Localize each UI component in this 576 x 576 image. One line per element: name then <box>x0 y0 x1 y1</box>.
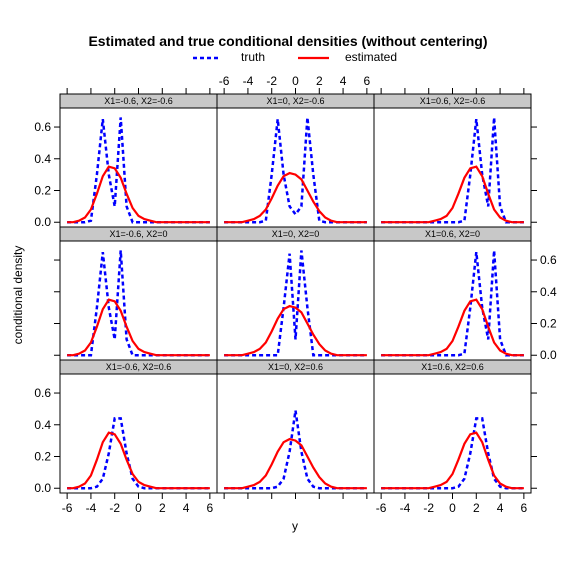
panel-strip-label: X1=0.6, X2=0.6 <box>421 362 484 372</box>
x-tick-label: 4 <box>497 501 504 515</box>
y-tick-label: 0.6 <box>540 253 557 267</box>
series-truth-line <box>224 117 367 224</box>
panel-frame <box>59 373 218 494</box>
panel: X1=0.6, X2=0.6 <box>373 359 532 494</box>
x-tick-label: 2 <box>316 74 323 88</box>
panel-frame <box>59 240 218 361</box>
legend-label-estimated: estimated <box>345 50 397 64</box>
x-tick-label: 0 <box>135 501 142 515</box>
x-tick-label: 6 <box>364 74 371 88</box>
x-tick-label: -2 <box>423 501 434 515</box>
panel-strip-label: X1=-0.6, X2=0.6 <box>106 362 172 372</box>
x-tick-label: -6 <box>376 501 387 515</box>
series-estimated-line <box>224 304 367 357</box>
series-estimated-line <box>67 431 210 490</box>
panel: X1=0, X2=0 <box>216 226 375 361</box>
x-tick-label: -2 <box>266 74 277 88</box>
panel-strip-label: X1=-0.6, X2=0 <box>109 229 167 239</box>
series-truth-line <box>224 250 367 357</box>
series-truth-line <box>381 417 524 490</box>
panel: X1=-0.6, X2=-0.6 <box>59 93 218 228</box>
y-tick-label: 0.0 <box>540 348 557 362</box>
x-tick-label: -2 <box>109 501 120 515</box>
series-estimated-line <box>67 298 210 357</box>
y-axis-label: conditional density <box>11 246 25 345</box>
x-tick-label: 0 <box>292 74 299 88</box>
y-tick-label: 0.2 <box>34 450 51 464</box>
y-tick-label: 0.4 <box>540 285 557 299</box>
y-tick-label: 0.4 <box>34 418 51 432</box>
x-tick-label: 2 <box>473 501 480 515</box>
panel: X1=0.6, X2=0 <box>373 226 532 361</box>
x-tick-label: 0 <box>449 501 456 515</box>
series-estimated-line <box>381 165 524 224</box>
series-truth-line <box>67 250 210 357</box>
panel-strip-label: X1=-0.6, X2=-0.6 <box>104 96 173 106</box>
x-tick-label: -4 <box>86 501 97 515</box>
panel-frame <box>216 373 375 494</box>
y-tick-label: 0.0 <box>34 481 51 495</box>
panel-frame <box>216 240 375 361</box>
panel: X1=0, X2=0.6 <box>216 359 375 494</box>
x-tick-label: -4 <box>400 501 411 515</box>
axes: -6 -4 -2 0 2 4 6 -6 -4 -2 0 2 4 6 -6 -4 -2 0 2 4 6 0.0 0.2 0.4 0… <box>34 74 557 515</box>
series-estimated-line <box>381 298 524 357</box>
x-axis-label: y <box>292 519 298 533</box>
panel-strip-label: X1=0, X2=0 <box>272 229 320 239</box>
y-tick-label: 0.0 <box>34 215 51 229</box>
panel: X1=-0.6, X2=0.6 <box>59 359 218 494</box>
series-estimated-line <box>224 171 367 224</box>
panel-grid: X1=-0.6, X2=-0.6 X1=0, X2=-0.6 X1=0.6, X2=… <box>59 93 532 494</box>
panel-frame <box>59 107 218 228</box>
legend: truth estimated <box>193 50 397 64</box>
y-tick-label: 0.6 <box>34 120 51 134</box>
panel-strip-label: X1=0.6, X2=0 <box>425 229 480 239</box>
y-tick-label: 0.6 <box>34 386 51 400</box>
y-tick-label: 0.4 <box>34 152 51 166</box>
x-tick-label: -6 <box>219 74 230 88</box>
x-tick-label: 6 <box>521 501 528 515</box>
legend-label-truth: truth <box>241 50 265 64</box>
x-tick-label: 4 <box>340 74 347 88</box>
panel: X1=0.6, X2=-0.6 <box>373 93 532 228</box>
panel-strip-label: X1=0, X2=0.6 <box>268 362 323 372</box>
x-tick-label: 4 <box>183 501 190 515</box>
series-truth-line <box>224 410 367 490</box>
x-tick-label: -4 <box>243 74 254 88</box>
y-tick-label: 0.2 <box>34 184 51 198</box>
panel: X1=0, X2=-0.6 <box>216 93 375 228</box>
panel-frame <box>216 107 375 228</box>
panel-strip-label: X1=0, X2=-0.6 <box>266 96 324 106</box>
series-estimated-line <box>67 165 210 224</box>
chart-title: Estimated and true conditional densities… <box>88 33 487 49</box>
y-tick-label: 0.2 <box>540 317 557 331</box>
x-tick-label: 6 <box>207 501 214 515</box>
panel-strip-label: X1=0.6, X2=-0.6 <box>420 96 486 106</box>
x-tick-label: 2 <box>159 501 166 515</box>
x-tick-label: -6 <box>62 501 73 515</box>
panel: X1=-0.6, X2=0 <box>59 226 218 361</box>
series-truth-line <box>67 117 210 224</box>
series-estimated-line <box>224 437 367 490</box>
series-estimated-line <box>381 431 524 490</box>
